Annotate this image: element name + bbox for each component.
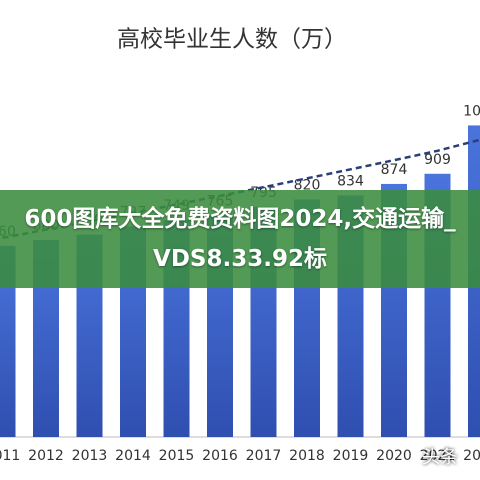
banner-text: 600图库大全免费资料图2024,交通运输_VDS8.33.92标 <box>24 206 456 272</box>
x-tick-label: 2021 <box>420 448 456 464</box>
x-tick-label: 2022 <box>463 448 480 464</box>
value-label: 909 <box>424 152 451 168</box>
chart-title: 高校毕业生人数（万） <box>117 27 347 53</box>
x-tick-label: 2016 <box>202 448 238 464</box>
x-tick-label: 2015 <box>159 448 195 464</box>
x-tick-label: 2012 <box>28 448 64 464</box>
value-label: 834 <box>337 174 364 190</box>
bar <box>0 245 16 437</box>
x-tick-label: 2018 <box>289 448 325 464</box>
value-label: 874 <box>381 162 408 178</box>
x-tick-label: 2013 <box>72 448 108 464</box>
x-tick-label: 2011 <box>0 448 20 464</box>
value-label: 820 <box>294 178 321 194</box>
watermark: 头条 <box>422 447 458 468</box>
x-tick-label: 2020 <box>376 448 412 464</box>
x-tick-label: 2019 <box>333 448 369 464</box>
value-label: 1076 <box>463 103 480 119</box>
x-tick-label: 2017 <box>246 448 282 464</box>
x-tick-label: 2014 <box>115 448 151 464</box>
banner: 600图库大全免费资料图2024,交通运输_VDS8.33.92标 <box>0 190 480 288</box>
